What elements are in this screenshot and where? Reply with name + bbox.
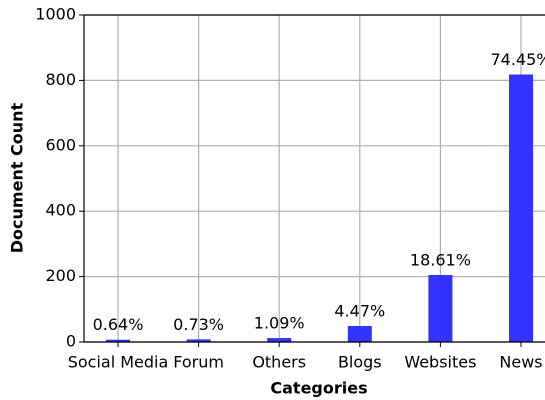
- y-tick-label: 400: [45, 201, 76, 220]
- x-tick-label: Social Media: [68, 353, 169, 372]
- y-tick-label: 0: [66, 332, 76, 351]
- bar-label: 74.45%: [490, 50, 545, 69]
- x-tick-label: News: [499, 353, 542, 372]
- y-tick-label: 1000: [35, 5, 76, 24]
- x-tick-label: Others: [252, 353, 306, 372]
- bar-label: 18.61%: [410, 250, 471, 269]
- y-tick-label: 600: [45, 135, 76, 154]
- bar-label: 4.47%: [334, 301, 385, 320]
- bar-label: 0.64%: [93, 315, 144, 334]
- bar: [347, 325, 372, 342]
- bar: [186, 339, 211, 342]
- y-tick-label: 200: [45, 266, 76, 285]
- y-tick-label: 800: [45, 70, 76, 89]
- bar-label: 1.09%: [254, 314, 305, 333]
- bar: [106, 339, 130, 342]
- bar-label: 0.73%: [173, 315, 224, 334]
- y-axis-title: Document Count: [8, 102, 27, 253]
- bar: [428, 274, 453, 342]
- x-tick-label: Forum: [173, 353, 224, 372]
- x-axis-title: Categories: [270, 379, 367, 398]
- bar: [509, 74, 533, 342]
- x-tick-label: Websites: [404, 353, 476, 372]
- x-tick-label: Blogs: [338, 353, 382, 372]
- bar: [267, 338, 292, 342]
